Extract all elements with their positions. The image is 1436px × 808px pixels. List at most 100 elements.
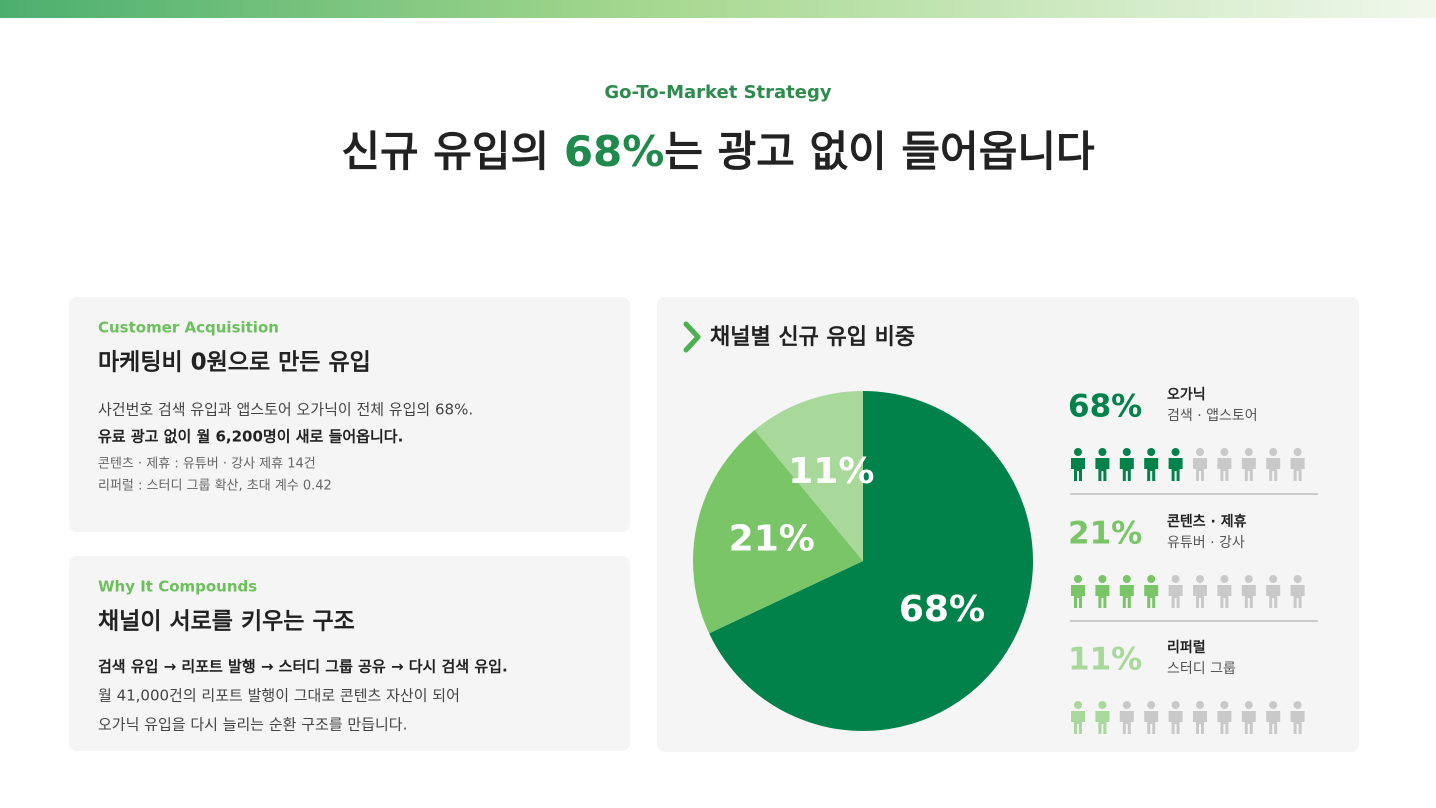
person-body — [1168, 711, 1183, 734]
person-head — [1293, 575, 1302, 583]
slice-label: 21% — [729, 519, 815, 560]
slice-label: 11% — [788, 451, 874, 492]
headline: 신규 유입의 68%는 광고 없이 들어옵니다 — [341, 127, 1095, 176]
top-bar — [0, 0, 1436, 18]
person-head — [1269, 575, 1278, 583]
pictograph-empty — [1119, 701, 1305, 734]
pictograph-empty — [1193, 448, 1305, 481]
person-head — [1171, 575, 1180, 583]
slice-label: 68% — [899, 589, 985, 630]
person-body — [1290, 711, 1305, 734]
person-body — [1095, 458, 1110, 481]
person-body — [1119, 585, 1134, 608]
person-body — [1144, 458, 1159, 481]
person-body — [1241, 585, 1256, 608]
person-body — [1144, 711, 1159, 734]
card-line: 리퍼럴 : 스터디 그룹 확산, 초대 계수 0.42 — [98, 479, 332, 494]
person-body — [1290, 585, 1305, 608]
person-body — [1290, 458, 1305, 481]
legend-value: 11% — [1068, 642, 1142, 678]
headline-part: 신규 유입의 — [341, 127, 563, 176]
person-body — [1241, 711, 1256, 734]
card-line: 월 41,000건의 리포트 발행이 그대로 콘텐츠 자산이 되어 — [98, 687, 460, 705]
person-head — [1074, 448, 1082, 456]
card-line: 콘텐츠 · 제휴 : 유튜버 · 강사 제휴 14건 — [98, 457, 316, 472]
person-body — [1217, 458, 1232, 481]
legend-subtitle: 스터디 그룹 — [1167, 661, 1236, 677]
person-head — [1269, 448, 1278, 456]
legend-value: 68% — [1068, 389, 1142, 425]
person-head — [1147, 701, 1156, 709]
legend-value: 21% — [1068, 516, 1142, 552]
legend-name: 리퍼럴 — [1167, 640, 1206, 656]
person-head — [1098, 701, 1107, 709]
person-body — [1266, 711, 1281, 734]
card-line: 사건번호 검색 유입과 앱스토어 오가닉이 전체 유입의 68%. — [98, 401, 473, 419]
person-body — [1168, 458, 1183, 481]
person-head — [1220, 701, 1229, 709]
pictograph-filled — [1071, 701, 1110, 734]
person-head — [1244, 701, 1253, 709]
pictograph-filled — [1071, 575, 1159, 608]
card-line: 오가닉 유입을 다시 늘리는 순환 구조를 만듭니다. — [98, 716, 407, 734]
person-body — [1266, 458, 1281, 481]
person-body — [1193, 711, 1207, 734]
person-head — [1196, 701, 1204, 709]
card-title: 채널이 서로를 키우는 구조 — [98, 609, 355, 635]
person-head — [1171, 448, 1180, 456]
person-head — [1122, 701, 1131, 709]
person-body — [1241, 458, 1256, 481]
headline-highlight: 68% — [564, 127, 665, 176]
card — [69, 556, 630, 751]
person-body — [1217, 585, 1232, 608]
pictograph-empty — [1168, 575, 1305, 608]
person-body — [1071, 585, 1085, 608]
person-body — [1071, 711, 1085, 734]
person-head — [1196, 448, 1204, 456]
person-head — [1293, 448, 1302, 456]
person-head — [1171, 701, 1180, 709]
person-body — [1193, 458, 1207, 481]
person-head — [1220, 575, 1229, 583]
legend-subtitle: 유튜버 · 강사 — [1167, 535, 1245, 551]
card — [69, 297, 630, 532]
person-body — [1095, 585, 1110, 608]
person-body — [1217, 711, 1232, 734]
person-body — [1168, 585, 1183, 608]
headline-part: 는 광고 없이 들어옵니다 — [664, 127, 1095, 176]
card-line: 유료 광고 없이 월 6,200명이 새로 들어옵니다. — [98, 428, 403, 446]
card-line: 검색 유입 → 리포트 발행 → 스터디 그룹 공유 → 다시 검색 유입. — [98, 658, 508, 676]
person-body — [1266, 585, 1281, 608]
pie-slice — [709, 391, 1033, 731]
person-head — [1244, 575, 1253, 583]
card-title: 마케팅비 0원으로 만든 유입 — [98, 350, 371, 376]
person-head — [1147, 448, 1156, 456]
person-body — [1071, 458, 1085, 481]
person-head — [1074, 701, 1082, 709]
pie-slice — [754, 391, 863, 561]
chart-title: 채널별 신규 유입 비중 — [710, 325, 915, 350]
person-head — [1147, 575, 1156, 583]
person-head — [1196, 575, 1204, 583]
card-eyebrow: Why It Compounds — [98, 578, 257, 596]
person-head — [1220, 448, 1229, 456]
person-head — [1244, 448, 1253, 456]
chevron-icon — [683, 321, 701, 353]
person-head — [1074, 575, 1082, 583]
legend-name: 콘텐츠 · 제휴 — [1167, 513, 1247, 530]
person-head — [1269, 701, 1278, 709]
person-body — [1095, 711, 1110, 734]
person-head — [1122, 448, 1131, 456]
person-head — [1098, 575, 1107, 583]
person-head — [1098, 448, 1107, 456]
person-head — [1122, 575, 1131, 583]
person-body — [1144, 585, 1159, 608]
pie-slice — [693, 430, 863, 634]
person-body — [1193, 585, 1207, 608]
legend-name: 오가닉 — [1167, 387, 1206, 403]
card-eyebrow: Customer Acquisition — [98, 319, 279, 337]
person-body — [1119, 711, 1134, 734]
legend-subtitle: 검색 · 앱스토어 — [1167, 408, 1258, 424]
eyebrow: Go-To-Market Strategy — [604, 82, 831, 103]
